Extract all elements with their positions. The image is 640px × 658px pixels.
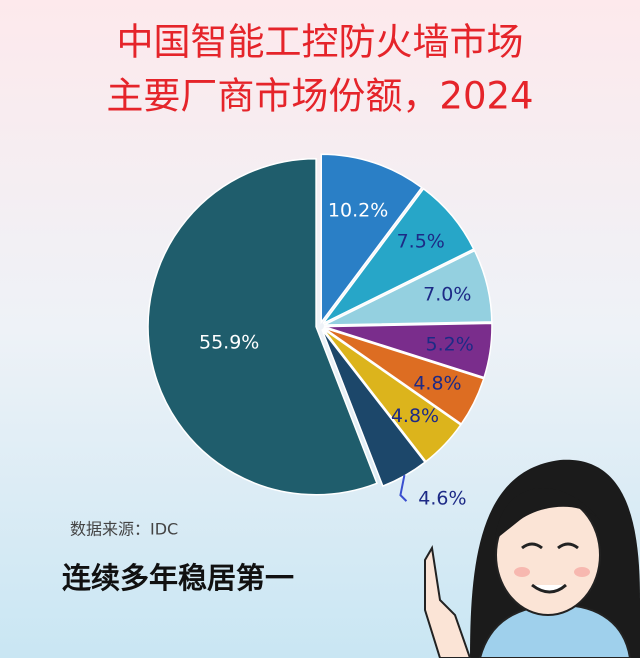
slogan: 连续多年稳居第一 (62, 561, 294, 595)
data-label: 4.8% (413, 373, 461, 395)
source: 数据来源：IDC (70, 520, 178, 539)
data-label: 55.9% (199, 332, 259, 354)
pie-slice (323, 322, 493, 379)
cartoon-girl (424, 459, 640, 658)
data-label: 4.8% (391, 405, 439, 427)
data-label: 7.5% (397, 231, 445, 253)
chart-title: 中国智能工控防火墙市场 (117, 21, 524, 64)
data-label: 5.2% (426, 333, 474, 355)
data-label: 4.6% (418, 488, 466, 510)
pie-slice (320, 153, 423, 325)
pie: 10.2% 7.5% 7.0% 5.2% 4.8% 4.8% 4.6% 55.9% (147, 153, 493, 510)
pie-slice (323, 249, 493, 326)
chart-title: 主要厂商市场份额，2024 (106, 75, 533, 118)
pie-slice (147, 157, 378, 496)
pie-slice (323, 327, 485, 425)
leader-line (399, 474, 408, 502)
pie-slice (322, 328, 462, 463)
pie-slice (322, 187, 475, 325)
data-label: 7.0% (423, 284, 471, 306)
data-label: 10.2% (328, 200, 388, 222)
